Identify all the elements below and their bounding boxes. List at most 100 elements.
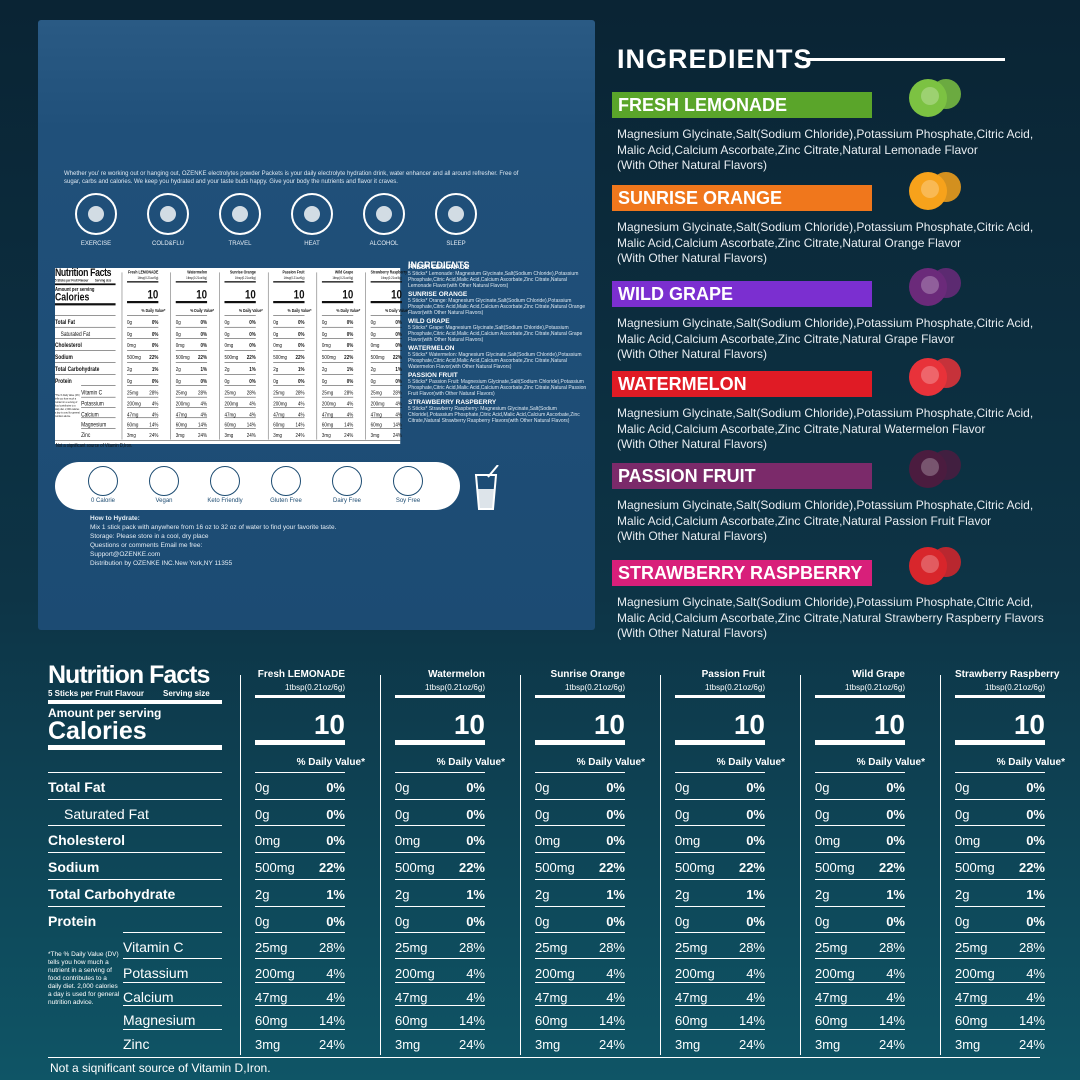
amount: 200mg xyxy=(955,966,995,981)
dv-header: % Daily Value* xyxy=(336,308,361,314)
ingredient-line: Malic Acid,Calcium Ascorbate,Zinc Citrat… xyxy=(617,513,992,528)
daily-value: 22% xyxy=(878,860,905,875)
daily-value: 0% xyxy=(606,807,625,822)
rule xyxy=(48,879,222,880)
amount: 25mg xyxy=(127,389,139,396)
daily-value: 0% xyxy=(746,833,765,848)
use-icon: HEAT xyxy=(289,192,335,247)
rule xyxy=(675,1029,765,1030)
ingredient-line: Magnesium Glycinate,Salt(Sodium Chloride… xyxy=(617,316,1034,330)
amount: 0g xyxy=(395,914,410,929)
rule xyxy=(255,982,345,983)
rule xyxy=(127,301,159,304)
rule xyxy=(535,799,625,800)
amount: 0g xyxy=(370,318,376,326)
nutrient-label: Potassium xyxy=(123,965,189,981)
amount: 3mg xyxy=(127,431,136,439)
how-to-line: Questions or comments Email me free: xyxy=(90,542,203,549)
rule xyxy=(955,825,1045,826)
amount: 60mg xyxy=(321,421,334,428)
badge-icon xyxy=(332,466,362,496)
daily-value: 28% xyxy=(1018,940,1045,955)
dv-header: % Daily Value* xyxy=(716,757,785,768)
daily-value: 0% xyxy=(326,914,345,929)
daily-value: 0% xyxy=(466,833,485,848)
rule xyxy=(955,879,1045,880)
icon xyxy=(147,193,189,235)
amount: 2g xyxy=(675,887,690,902)
column-name: Passion Fruit xyxy=(282,269,305,275)
amount: 500mg xyxy=(370,353,385,361)
serving: 1tbsp(0.21oz/6g) xyxy=(381,275,402,280)
amount: 0g xyxy=(395,807,410,822)
amount: 60mg xyxy=(255,1013,288,1028)
dv-header: % Daily Value* xyxy=(287,308,312,314)
daily-value: 14% xyxy=(738,1013,765,1028)
how-to-line: How to Hydrate: xyxy=(90,515,140,522)
how-to-line: Distribution by OZENKE INC.New York,NY 1… xyxy=(90,560,233,567)
badge: Vegan xyxy=(134,466,194,504)
dv-header: % Daily Value* xyxy=(238,308,263,314)
amount: 3mg xyxy=(815,1037,841,1052)
amount: 60mg xyxy=(127,421,139,428)
amount: 25mg xyxy=(395,940,428,955)
daily-value: 0% xyxy=(466,807,485,822)
daily-value: 24% xyxy=(295,431,305,439)
rule xyxy=(48,1057,1040,1058)
amount: 0g xyxy=(955,807,970,822)
amount: 500mg xyxy=(224,353,239,361)
daily-value: 0% xyxy=(746,914,765,929)
amount: 0mg xyxy=(175,341,185,349)
daily-value: 4% xyxy=(346,400,354,408)
rule xyxy=(955,958,1045,959)
rule xyxy=(255,799,345,800)
footnote: Not a siqnificant source of Vitamin D,Ir… xyxy=(50,1061,271,1075)
serving: 1tbsp(0.21oz/6g) xyxy=(332,275,354,280)
rule xyxy=(955,799,1045,800)
daily-value: 28% xyxy=(198,389,208,396)
rule xyxy=(675,932,765,933)
serving: 1tbsp(0.21oz/6g) xyxy=(704,683,765,692)
rule xyxy=(321,301,354,304)
vertical-rule xyxy=(940,675,941,1055)
daily-value: 14% xyxy=(149,421,159,428)
amount: 3mg xyxy=(395,1037,421,1052)
amount: 0g xyxy=(535,914,550,929)
daily-value: 24% xyxy=(878,1037,905,1052)
badge-label: Vegan xyxy=(155,498,173,504)
amount: 200mg xyxy=(370,400,385,408)
daily-value: 28% xyxy=(878,940,905,955)
rule xyxy=(535,982,625,983)
rule xyxy=(815,852,905,853)
badge-icon xyxy=(149,466,179,496)
ingredient-line: (With Other Natural Flavors) xyxy=(617,437,768,451)
badge: Gluten Free xyxy=(256,466,316,504)
amount: 0g xyxy=(224,330,230,338)
amount: 500mg xyxy=(127,353,141,361)
use-icon: COLD&FLU xyxy=(145,192,191,247)
ingredient-line: Magnesium Glycinate,Salt(Sodium Chloride… xyxy=(617,220,1034,234)
daily-value: 4% xyxy=(297,400,305,408)
column-name: Passion Fruit xyxy=(701,669,765,680)
amount: 0g xyxy=(273,318,279,326)
use-label: TRAVEL xyxy=(228,241,252,247)
calories-label: Calories xyxy=(48,717,147,745)
nutrient-label: Calcium xyxy=(123,989,174,1005)
mini-ingredient-text: 5 Sticks* Orange: Magnesium Glycinate,Sa… xyxy=(408,298,586,316)
ingredient-line: Malic Acid,Calcium Ascorbate,Zinc Citrat… xyxy=(617,331,955,346)
mini-nutrition-facts: Nutrition Facts 5 Sticks per Fruit Flavou… xyxy=(55,266,409,448)
fruit-image xyxy=(900,163,970,218)
dv-note: *The % Daily Value (DV) tells you how mu… xyxy=(55,393,80,419)
daily-value: 24% xyxy=(198,431,208,439)
ingredient-line: Malic Acid,Calcium Ascorbate,Zinc Citrat… xyxy=(617,142,978,157)
nutrient-label: Saturated Fat xyxy=(60,330,91,338)
amount: 500mg xyxy=(321,353,336,361)
rule xyxy=(370,281,402,283)
column-name: Strawberry Raspberry xyxy=(370,269,408,275)
title-rule xyxy=(802,58,1005,61)
nutrient-label: Cholesterol xyxy=(55,341,82,349)
amount: 25mg xyxy=(273,389,285,396)
rule xyxy=(675,772,765,773)
rule xyxy=(255,1005,345,1006)
amount: 47mg xyxy=(127,411,139,418)
